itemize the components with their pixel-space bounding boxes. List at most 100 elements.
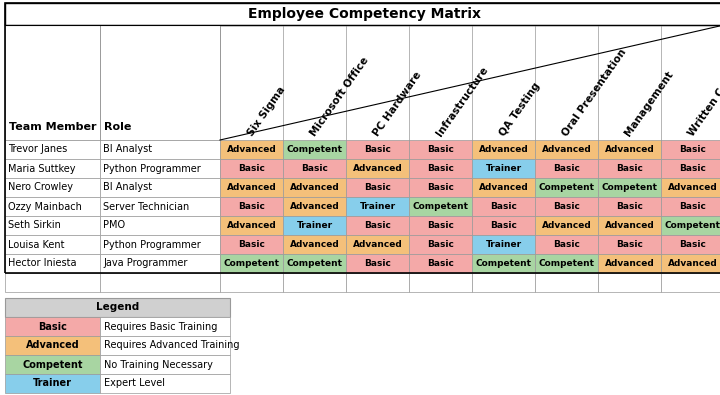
Bar — [283, 254, 346, 273]
Bar — [409, 197, 472, 216]
Bar — [472, 235, 535, 254]
Text: Basic: Basic — [364, 145, 391, 154]
Bar — [100, 355, 230, 374]
Text: Ozzy Mainbach: Ozzy Mainbach — [8, 201, 82, 211]
Bar — [100, 159, 220, 178]
Bar — [220, 273, 283, 292]
Bar — [283, 216, 346, 235]
Bar — [472, 254, 535, 273]
Text: Advanced: Advanced — [605, 221, 654, 230]
Bar — [5, 159, 100, 178]
Text: Competent: Competent — [287, 259, 343, 268]
Text: Basic: Basic — [364, 183, 391, 192]
Text: Python Programmer: Python Programmer — [103, 164, 201, 173]
Bar — [535, 197, 598, 216]
Text: Competent: Competent — [539, 183, 595, 192]
Bar — [598, 273, 661, 292]
Text: Nero Crowley: Nero Crowley — [8, 182, 73, 192]
Text: Advanced: Advanced — [227, 183, 276, 192]
Bar — [283, 235, 346, 254]
Bar — [535, 254, 598, 273]
Text: Advanced: Advanced — [605, 145, 654, 154]
Text: Advanced: Advanced — [289, 240, 339, 249]
Bar — [535, 273, 598, 292]
Text: Competent: Competent — [413, 202, 469, 211]
Bar — [346, 216, 409, 235]
Bar — [5, 140, 100, 159]
Bar — [5, 298, 230, 317]
Text: Microsoft Office: Microsoft Office — [308, 55, 371, 138]
Text: Requires Advanced Training: Requires Advanced Training — [104, 340, 240, 350]
Bar — [220, 159, 283, 178]
Bar — [220, 235, 283, 254]
Text: Basic: Basic — [238, 202, 265, 211]
Text: Trainer: Trainer — [485, 240, 521, 249]
Bar — [5, 25, 220, 140]
Bar — [283, 140, 346, 159]
Text: Trainer: Trainer — [485, 164, 521, 173]
Text: Competent: Competent — [665, 221, 720, 230]
Bar — [5, 235, 100, 254]
Bar — [409, 140, 472, 159]
Text: Trainer: Trainer — [297, 221, 333, 230]
Bar — [598, 235, 661, 254]
Bar — [535, 178, 598, 197]
Bar — [661, 273, 720, 292]
Bar — [5, 374, 100, 393]
Bar — [346, 254, 409, 273]
Text: Trainer: Trainer — [359, 202, 395, 211]
Bar — [472, 159, 535, 178]
Bar — [472, 140, 535, 159]
Text: BI Analyst: BI Analyst — [103, 182, 152, 192]
Bar — [5, 355, 100, 374]
Bar — [283, 197, 346, 216]
Text: Louisa Kent: Louisa Kent — [8, 239, 65, 250]
Bar — [220, 254, 283, 273]
Bar — [100, 336, 230, 355]
Text: Trainer: Trainer — [33, 378, 72, 389]
Text: Competent: Competent — [287, 145, 343, 154]
Text: Basic: Basic — [679, 145, 706, 154]
Text: Oral Presentation: Oral Presentation — [560, 47, 629, 138]
Text: Basic: Basic — [427, 240, 454, 249]
Text: Basic: Basic — [553, 164, 580, 173]
Text: Basic: Basic — [616, 202, 643, 211]
Text: Employee Competency Matrix: Employee Competency Matrix — [248, 7, 481, 21]
Text: Legend: Legend — [96, 303, 139, 312]
Text: Basic: Basic — [427, 164, 454, 173]
Bar — [598, 159, 661, 178]
Bar — [220, 140, 283, 159]
Bar — [283, 273, 346, 292]
Bar — [598, 197, 661, 216]
Bar — [220, 178, 283, 197]
Text: Advanced: Advanced — [227, 145, 276, 154]
Bar — [346, 235, 409, 254]
Bar — [472, 197, 535, 216]
Bar — [5, 3, 720, 25]
Bar — [5, 254, 100, 273]
Bar — [5, 317, 100, 336]
Bar — [5, 216, 100, 235]
Text: Six Sigma: Six Sigma — [246, 85, 287, 138]
Text: Basic: Basic — [427, 221, 454, 230]
Text: PC Hardware: PC Hardware — [372, 70, 423, 138]
Bar — [100, 178, 220, 197]
Bar — [598, 140, 661, 159]
Bar — [409, 178, 472, 197]
Bar — [598, 254, 661, 273]
Bar — [661, 235, 720, 254]
Bar — [661, 178, 720, 197]
Bar — [661, 216, 720, 235]
Text: PMO: PMO — [103, 220, 125, 231]
Text: Advanced: Advanced — [26, 340, 79, 350]
Text: Advanced: Advanced — [541, 145, 591, 154]
Bar — [5, 178, 100, 197]
Bar — [472, 178, 535, 197]
Text: Basic: Basic — [490, 221, 517, 230]
Text: Java Programmer: Java Programmer — [103, 258, 187, 269]
Bar — [409, 235, 472, 254]
Text: Basic: Basic — [301, 164, 328, 173]
Text: Basic: Basic — [616, 164, 643, 173]
Text: Team Member: Team Member — [9, 122, 96, 132]
Text: QA Testing: QA Testing — [498, 81, 541, 138]
